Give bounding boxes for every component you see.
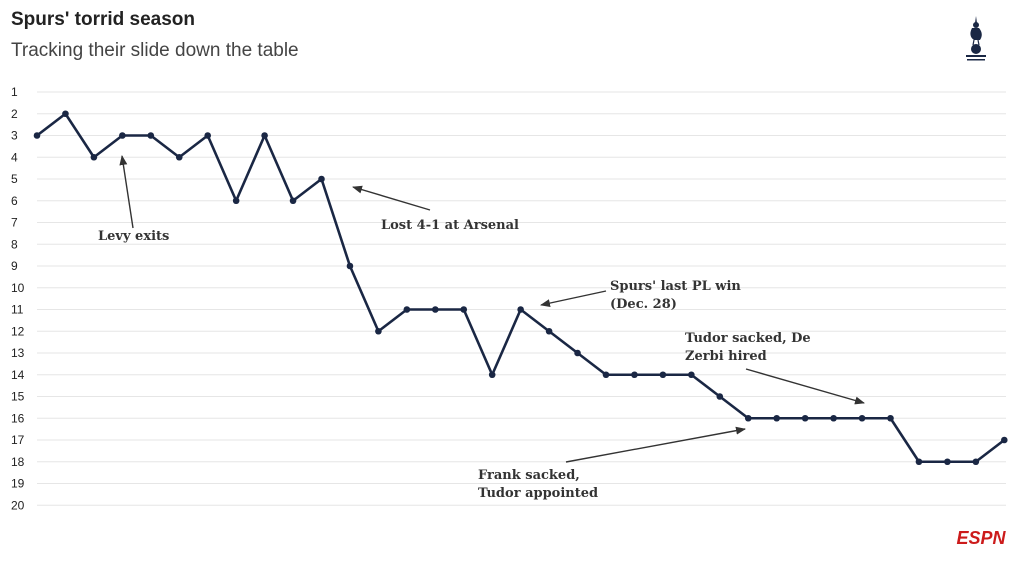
- y-tick-label: 11: [11, 303, 24, 317]
- data-point: [488, 371, 496, 379]
- y-tick-label: 15: [11, 390, 25, 404]
- data-point: [204, 132, 211, 139]
- y-tick-label: 5: [11, 172, 18, 186]
- y-tick-label: 16: [11, 411, 25, 425]
- y-tick-label: 12: [11, 324, 25, 338]
- data-point: [830, 414, 837, 422]
- y-tick-label: 8: [11, 237, 18, 251]
- data-point: [147, 132, 155, 139]
- annotation-line: Frank sacked,: [478, 468, 580, 483]
- y-tick-label: 19: [11, 477, 25, 491]
- annotation-arrow-lastwin: [540, 290, 607, 308]
- data-point: [346, 262, 354, 270]
- espn-logo-icon: ESPN: [956, 529, 1006, 547]
- data-point: [545, 327, 553, 335]
- data-point: [1001, 436, 1008, 444]
- annotation-line: Spurs' last PL win: [610, 279, 741, 294]
- data-point: [688, 371, 695, 379]
- data-point: [659, 371, 667, 379]
- data-point: [403, 306, 411, 313]
- data-point: [602, 371, 610, 379]
- data-point: [858, 414, 866, 422]
- data-point: [801, 414, 809, 422]
- y-tick-label: 20: [11, 498, 25, 512]
- y-tick-label: 9: [11, 259, 18, 273]
- data-point: [631, 371, 638, 379]
- data-point: [289, 197, 297, 205]
- annotation-line: Zerbi hired: [685, 349, 767, 364]
- y-tick-label: 6: [11, 194, 18, 208]
- annotation-arsenal: Lost 4-1 at Arsenal: [381, 218, 519, 233]
- svg-text:ESPN: ESPN: [956, 529, 1006, 547]
- annotation-levy: Levy exits: [98, 229, 169, 244]
- y-tick-label: 4: [11, 150, 18, 164]
- annotation-tudor: Tudor sacked, De Zerbi hired: [685, 331, 811, 364]
- chart-title: Spurs' torrid season: [11, 9, 196, 30]
- data-point: [232, 197, 240, 205]
- annotation-arrow-frank: [565, 426, 746, 463]
- y-tick-label: 1: [11, 85, 18, 99]
- data-point: [773, 414, 780, 422]
- y-tick-label: 13: [11, 346, 25, 360]
- chart-subtitle: Tracking their slide down the table: [11, 40, 299, 61]
- annotation-line: Levy exits: [98, 229, 169, 244]
- data-point: [887, 414, 894, 422]
- data-point: [33, 132, 41, 139]
- data-point: [261, 132, 268, 139]
- annotation-line: (Dec. 28): [610, 297, 677, 312]
- data-point: [716, 393, 724, 400]
- y-tick-label: 2: [11, 107, 18, 121]
- annotation-line: Tudor sacked, De: [685, 331, 811, 346]
- data-point: [119, 132, 126, 139]
- annotation-line: Tudor appointed: [478, 486, 598, 501]
- data-point: [375, 327, 382, 335]
- annotation-arrow-tudor: [745, 368, 865, 405]
- data-point: [62, 110, 69, 118]
- annotation-lastwin: Spurs' last PL win (Dec. 28): [610, 279, 741, 312]
- tottenham-logo-icon: [966, 16, 986, 61]
- y-tick-label: 7: [11, 216, 18, 230]
- y-tick-label: 14: [11, 368, 25, 382]
- annotation-line: Lost 4-1 at Arsenal: [381, 218, 519, 233]
- data-point: [744, 414, 752, 422]
- y-tick-label: 10: [11, 281, 25, 295]
- data-point: [944, 458, 951, 466]
- annotation-arrow-levy: [119, 155, 134, 229]
- annotation-arrow-arsenal: [352, 185, 431, 211]
- data-point: [915, 458, 923, 466]
- y-tick-label: 3: [11, 129, 18, 143]
- data-point: [574, 349, 581, 357]
- y-tick-label: 17: [11, 433, 25, 447]
- data-point: [460, 306, 468, 313]
- annotation-frank: Frank sacked, Tudor appointed: [478, 468, 598, 501]
- data-point: [432, 306, 439, 313]
- data-point: [517, 306, 524, 313]
- data-point: [175, 153, 183, 161]
- data-point: [318, 175, 325, 183]
- data-point: [972, 458, 980, 466]
- y-tick-label: 18: [11, 455, 25, 469]
- data-point: [90, 153, 98, 161]
